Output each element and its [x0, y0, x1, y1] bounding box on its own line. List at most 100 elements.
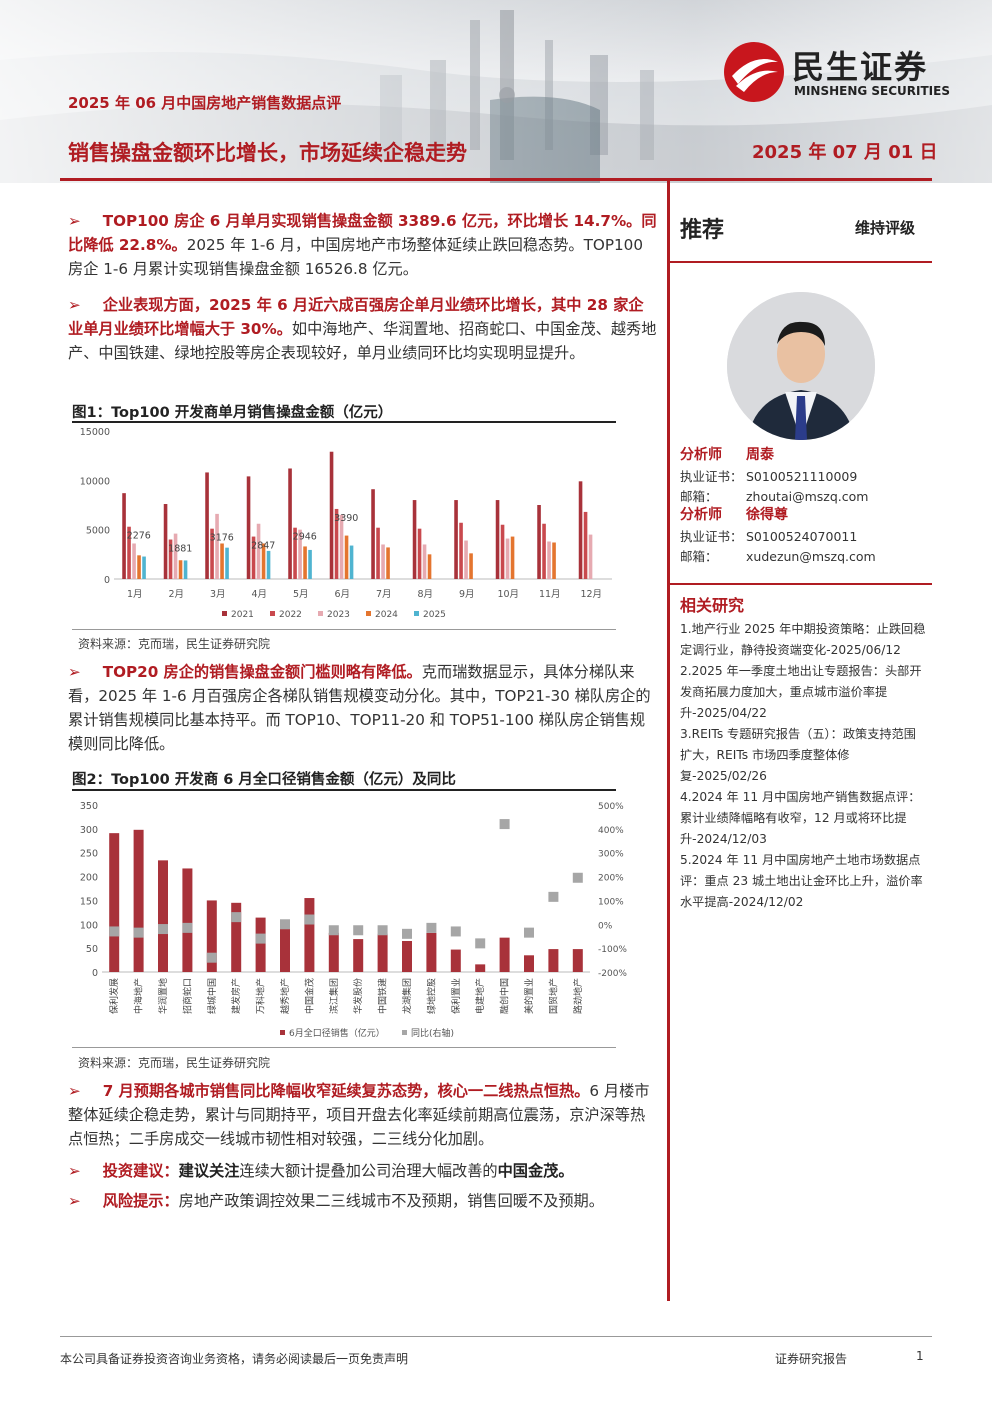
x-tick-label: 华发股份: [352, 978, 364, 1014]
data-label: 3176: [210, 533, 234, 544]
analyst-2-email: 邮箱： xudezun@mszq.com: [680, 546, 876, 565]
y-tick-label: 0: [92, 968, 98, 979]
related-divider: [670, 583, 932, 585]
y2-tick-label: -100%: [598, 945, 627, 955]
bar-sales: [255, 917, 266, 972]
bar-2022: [251, 536, 256, 579]
x-tick-label: 中国铁建: [377, 978, 389, 1014]
x-tick-label: 7月: [376, 589, 392, 600]
y2-tick-label: 100%: [598, 897, 624, 907]
related-research-item[interactable]: 4.2024 年 11 月中国房地产销售数据点评：累计业绩降幅略有收窄，12 月…: [680, 790, 921, 846]
bar-2023: [505, 538, 510, 579]
paragraph-highlight: TOP100 房企 6 月单月实现销售操盘金额 3389.6 亿元，环比增长 1…: [68, 212, 657, 254]
bar-2024: [427, 554, 432, 579]
cert-number: S0100524070011: [746, 529, 858, 544]
figure1-source: 资料来源：克而瑞，民生证券研究院: [78, 637, 271, 651]
x-tick-label: 华润置地: [157, 978, 169, 1014]
related-research-item[interactable]: 3.REITs 专题研究报告（五）：政策支持范围扩大，REITs 市场四季度整体…: [680, 727, 916, 783]
column-divider: [667, 181, 670, 1301]
bar-2023: [173, 533, 178, 579]
related-research-item[interactable]: 2.2025 年一季度土地出让专题报告：头部开发商拓展力度加大，重点城市溢价率提…: [680, 664, 922, 720]
x-tick-label: 越秀地产: [279, 978, 291, 1014]
bar-2024: [344, 535, 349, 579]
legend-swatch: [318, 611, 323, 616]
marker-yoy: [182, 922, 193, 933]
figure2-top-rule: [72, 789, 616, 791]
figure1-bottom-rule: [72, 629, 616, 630]
y-tick-label: 10000: [80, 476, 110, 487]
email-link[interactable]: xudezun@mszq.com: [746, 549, 876, 564]
bar-2024: [510, 536, 515, 579]
bar-sales: [353, 939, 364, 972]
minsheng-logo-icon: [724, 42, 784, 102]
figure1-title: 图1：Top100 开发商单月销售操盘金额（亿元）: [72, 405, 393, 421]
y-tick-label: 150: [80, 896, 98, 907]
related-research-title: 相关研究: [680, 596, 745, 615]
x-tick-label: 2月: [168, 589, 184, 600]
marker-yoy: [402, 928, 412, 939]
paragraph-highlight: 企业表现方面，2025 年 6 月近六成百强房企单月业绩环比增长，其中 28 家…: [68, 296, 644, 338]
cert-label: 执业证书：: [680, 469, 743, 484]
marker-yoy: [524, 927, 534, 938]
bar-2023: [547, 541, 551, 579]
bullet-arrow-icon: ➢: [68, 212, 81, 230]
recommendation-label: 推荐: [680, 218, 725, 243]
related-research-item[interactable]: 1.地产行业 2025 年中期投资策略：止跌回稳定调行业，静待投资端变化-202…: [680, 622, 926, 657]
bar-2022: [334, 508, 339, 579]
bar-2021: [246, 476, 251, 579]
rating-label: 维持评级: [855, 219, 916, 237]
marker-yoy: [377, 925, 388, 936]
bar-sales: [304, 898, 315, 972]
x-tick-label: 绿城中国: [206, 978, 218, 1014]
bar-2022: [210, 528, 214, 579]
bar-2023: [381, 544, 385, 579]
legend-label: 2022: [279, 610, 302, 620]
bar-2021: [537, 505, 541, 579]
cert-number: S0100521110009: [746, 469, 858, 484]
x-tick-label: 融创中国: [499, 978, 511, 1014]
bar-2023: [588, 534, 593, 579]
paragraph-bold: 建议关注: [178, 1162, 240, 1180]
x-tick-label: 12月: [580, 589, 602, 600]
y2-tick-label: 500%: [598, 802, 624, 812]
bar-2021: [412, 500, 417, 579]
x-tick-label: 龙湖集团: [401, 978, 413, 1014]
email-link[interactable]: zhoutai@mszq.com: [746, 489, 869, 504]
footer-disclaimer: 本公司具备证券投资咨询业务资格，请务必阅读最后一页免责声明: [60, 1352, 409, 1366]
marker-yoy: [499, 819, 510, 830]
bar-2021: [495, 500, 500, 579]
x-tick-label: 中国金茂: [303, 978, 315, 1014]
related-research-item[interactable]: 5.2024 年 11 月中国房地产土地市场数据点评：重点 23 城土地出让金环…: [680, 853, 923, 909]
paragraph-4: ➢ 7 月预期各城市销售同比降幅收窄延续复苏态势，核心一二线热点恒热。6 月楼市整…: [68, 1079, 658, 1151]
analyst-name: 徐得尊: [746, 507, 788, 523]
x-tick-label: 8月: [417, 589, 433, 600]
legend-swatch: [366, 611, 371, 616]
analyst-1-cert: 执业证书： S0100521110009: [680, 466, 857, 485]
x-tick-label: 5月: [293, 589, 309, 600]
legend-swatch: [280, 1030, 285, 1035]
y-tick-label: 350: [80, 801, 98, 812]
figure2-source: 资料来源：克而瑞，民生证券研究院: [78, 1056, 271, 1070]
bar-2024: [137, 555, 141, 579]
y-tick-label: 5000: [86, 526, 110, 537]
company-logo: 民生证券 MINSHENG SECURITIES: [722, 40, 972, 110]
bar-2022: [127, 526, 131, 579]
bar-2021: [288, 468, 292, 579]
bar-2022: [583, 511, 588, 579]
analyst-2-cert: 执业证书： S0100524070011: [680, 526, 857, 545]
y-tick-label: 15000: [80, 427, 110, 438]
bar-sales: [280, 926, 290, 972]
email-label: 邮箱：: [680, 489, 718, 504]
x-tick-label: 3月: [210, 589, 226, 600]
bar-2021: [205, 472, 209, 579]
bar-2021: [329, 451, 334, 579]
legend-swatch: [270, 611, 275, 616]
marker-yoy: [158, 924, 168, 935]
marker-yoy: [475, 938, 486, 949]
legend-swatch: [222, 611, 227, 616]
bar-sales: [377, 933, 388, 972]
marker-yoy: [231, 912, 242, 923]
x-tick-label: 万科地产: [255, 978, 267, 1014]
bar-2022: [500, 524, 505, 579]
page-number: 1: [916, 1349, 924, 1363]
